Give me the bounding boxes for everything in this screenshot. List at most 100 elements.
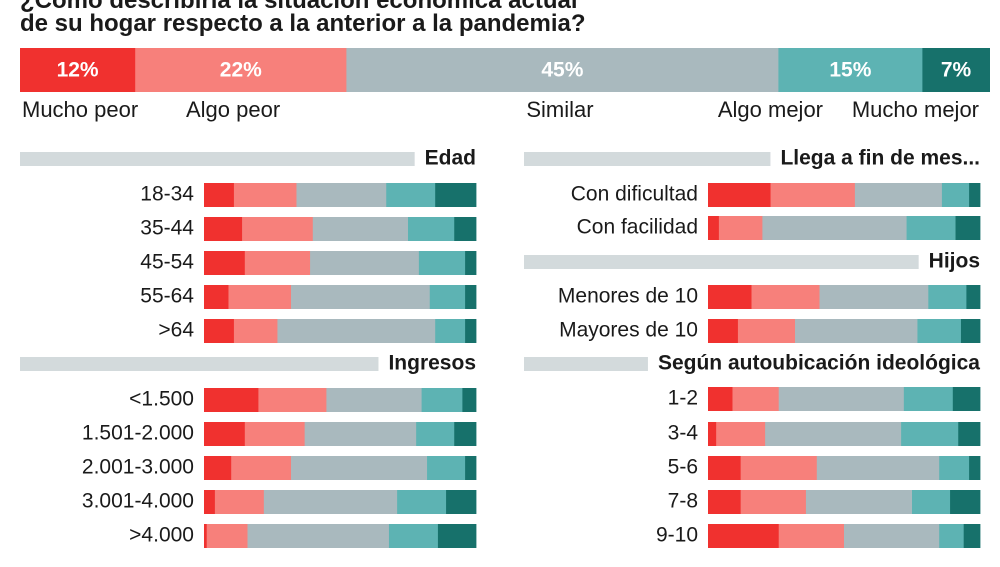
group-5-bar-segment-mucho-peor [708, 387, 733, 411]
overall-value-label-mucho-mejor: 7% [941, 59, 972, 82]
group-2-bar-segment-mucho-mejor [446, 490, 477, 514]
legend-label-algo-mejor: Algo mejor [718, 97, 823, 122]
group-2-bar-segment-similar [326, 388, 422, 412]
group-1-row-label: >64 [158, 319, 194, 342]
group-2-bar-segment-algo-mejor [416, 422, 455, 446]
overall-value-label-algo-peor: 22% [220, 59, 262, 82]
group-2-row-label: <1.500 [129, 388, 194, 411]
group-2-bar-segment-algo-peor [214, 490, 265, 514]
group-4-section-bar [524, 255, 919, 269]
group-2-bar-segment-similar [304, 422, 417, 446]
group-2-bar-segment-mucho-peor [204, 388, 259, 412]
group-3-row-label: Con dificultad [571, 183, 698, 206]
group-4-bar-segment-algo-peor [751, 285, 820, 309]
group-5-bar-segment-mucho-peor [708, 524, 780, 548]
group-5-bar-segment-algo-mejor [901, 422, 959, 446]
group-3-bar-segment-algo-mejor [941, 183, 970, 207]
group-2-bar-segment-mucho-mejor [465, 456, 477, 480]
group-4-bar-segment-algo-peor [737, 319, 796, 343]
group-5-section-bar [524, 357, 648, 371]
group-1-section-bar [20, 152, 415, 166]
overall-value-label-similar: 45% [541, 59, 583, 82]
group-5-bar-segment-algo-peor [732, 387, 780, 411]
group-2-row-label: 1.501-2.000 [82, 422, 194, 445]
group-1-bar-segment-similar [310, 251, 420, 275]
group-2-bar-segment-algo-mejor [388, 524, 439, 548]
group-5-bar-segment-mucho-mejor [969, 456, 981, 480]
group-3-bar-segment-mucho-mejor [955, 216, 981, 240]
group-5-bar-segment-similar [816, 456, 940, 480]
group-5-bar-segment-algo-peor [778, 524, 845, 548]
group-5-bar-segment-similar [778, 387, 905, 411]
group-2-bar-segment-similar [247, 524, 390, 548]
overall-value-label-algo-mejor: 15% [829, 59, 871, 82]
group-3-title: Llega a fin de mes... [780, 147, 980, 170]
group-5-bar-segment-algo-mejor [939, 456, 970, 480]
group-2-bar-segment-algo-peor [258, 388, 327, 412]
group-5-bar-segment-similar [765, 422, 902, 446]
group-5-bar-segment-algo-peor [740, 490, 807, 514]
group-5-bar-segment-mucho-mejor [963, 524, 981, 548]
group-2-bar-segment-mucho-mejor [454, 422, 477, 446]
chart-title-line-2: de su hogar respecto a la anterior a la … [20, 10, 586, 37]
group-3-bar-segment-mucho-mejor [969, 183, 981, 207]
group-5-row-label: 1-2 [668, 387, 698, 410]
group-3-bar-segment-similar [854, 183, 943, 207]
group-3-bar-segment-mucho-peor [708, 183, 771, 207]
legend-label-algo-peor: Algo peor [186, 97, 280, 122]
group-1-bar-segment-algo-mejor [408, 217, 455, 241]
group-2-bar-segment-algo-peor [231, 456, 292, 480]
group-2-bar-segment-mucho-peor [204, 490, 216, 514]
group-1-bar-segment-similar [277, 319, 436, 343]
group-5-bar-segment-mucho-mejor [952, 387, 981, 411]
group-2-row-label: 2.001-3.000 [82, 456, 194, 479]
legend-label-similar: Similar [526, 97, 593, 122]
overall-segment-mucho-mejor [922, 48, 990, 92]
group-1-bar-segment-mucho-peor [204, 285, 229, 309]
group-2-section-bar [20, 357, 379, 371]
group-1-bar-segment-mucho-peor [204, 319, 235, 343]
group-2-title: Ingresos [388, 352, 476, 375]
group-1-bar-segment-algo-mejor [418, 251, 466, 275]
group-1-row-label: 35-44 [140, 217, 194, 240]
group-2-bar-segment-mucho-mejor [437, 524, 477, 548]
group-2-bar-segment-mucho-peor [204, 422, 246, 446]
group-2-row-label: >4.000 [129, 524, 194, 547]
group-1-row-label: 55-64 [140, 285, 194, 308]
group-4-row-label: Menores de 10 [558, 285, 698, 308]
group-1-bar-segment-algo-peor [233, 183, 297, 207]
group-4-bar-segment-mucho-peor [708, 285, 752, 309]
overall-value-label-mucho-peor: 12% [57, 59, 99, 82]
legend-label-mucho-mejor: Mucho mejor [852, 97, 979, 122]
group-1-bar-segment-algo-peor [233, 319, 278, 343]
group-5-bar-segment-algo-mejor [903, 387, 954, 411]
group-2-bar-segment-mucho-mejor [462, 388, 477, 412]
group-1-title: Edad [425, 147, 476, 170]
group-2-bar-segment-algo-mejor [397, 490, 447, 514]
group-3-bar-segment-algo-peor [770, 183, 856, 207]
group-5-bar-segment-similar [805, 490, 913, 514]
group-4-bar-segment-algo-mejor [917, 319, 962, 343]
group-1-bar-segment-mucho-mejor [465, 319, 477, 343]
group-5-title: Según autoubicación ideológica [658, 352, 980, 375]
group-1-bar-segment-mucho-mejor [454, 217, 477, 241]
group-3-bar-segment-mucho-peor [708, 216, 720, 240]
group-1-bar-segment-algo-peor [242, 217, 314, 241]
group-5-bar-segment-algo-mejor [912, 490, 951, 514]
overall-segment-mucho-peor [20, 48, 136, 92]
group-2-bar-segment-mucho-peor [204, 456, 232, 480]
group-4-bar-segment-mucho-mejor [960, 319, 981, 343]
group-4-bar-segment-mucho-peor [708, 319, 739, 343]
group-5-row-label: 9-10 [656, 524, 698, 547]
group-5-bar-segment-mucho-mejor [950, 490, 981, 514]
group-4-bar-segment-mucho-mejor [966, 285, 981, 309]
group-1-bar-segment-similar [296, 183, 387, 207]
group-2-bar-segment-similar [291, 456, 428, 480]
group-2-bar-segment-algo-peor [244, 422, 306, 446]
group-1-bar-segment-mucho-peor [204, 251, 246, 275]
group-5-bar-segment-similar [844, 524, 940, 548]
group-1-bar-segment-algo-mejor [429, 285, 466, 309]
legend-label-mucho-peor: Mucho peor [22, 97, 138, 122]
group-2-row-label: 3.001-4.000 [82, 490, 194, 513]
